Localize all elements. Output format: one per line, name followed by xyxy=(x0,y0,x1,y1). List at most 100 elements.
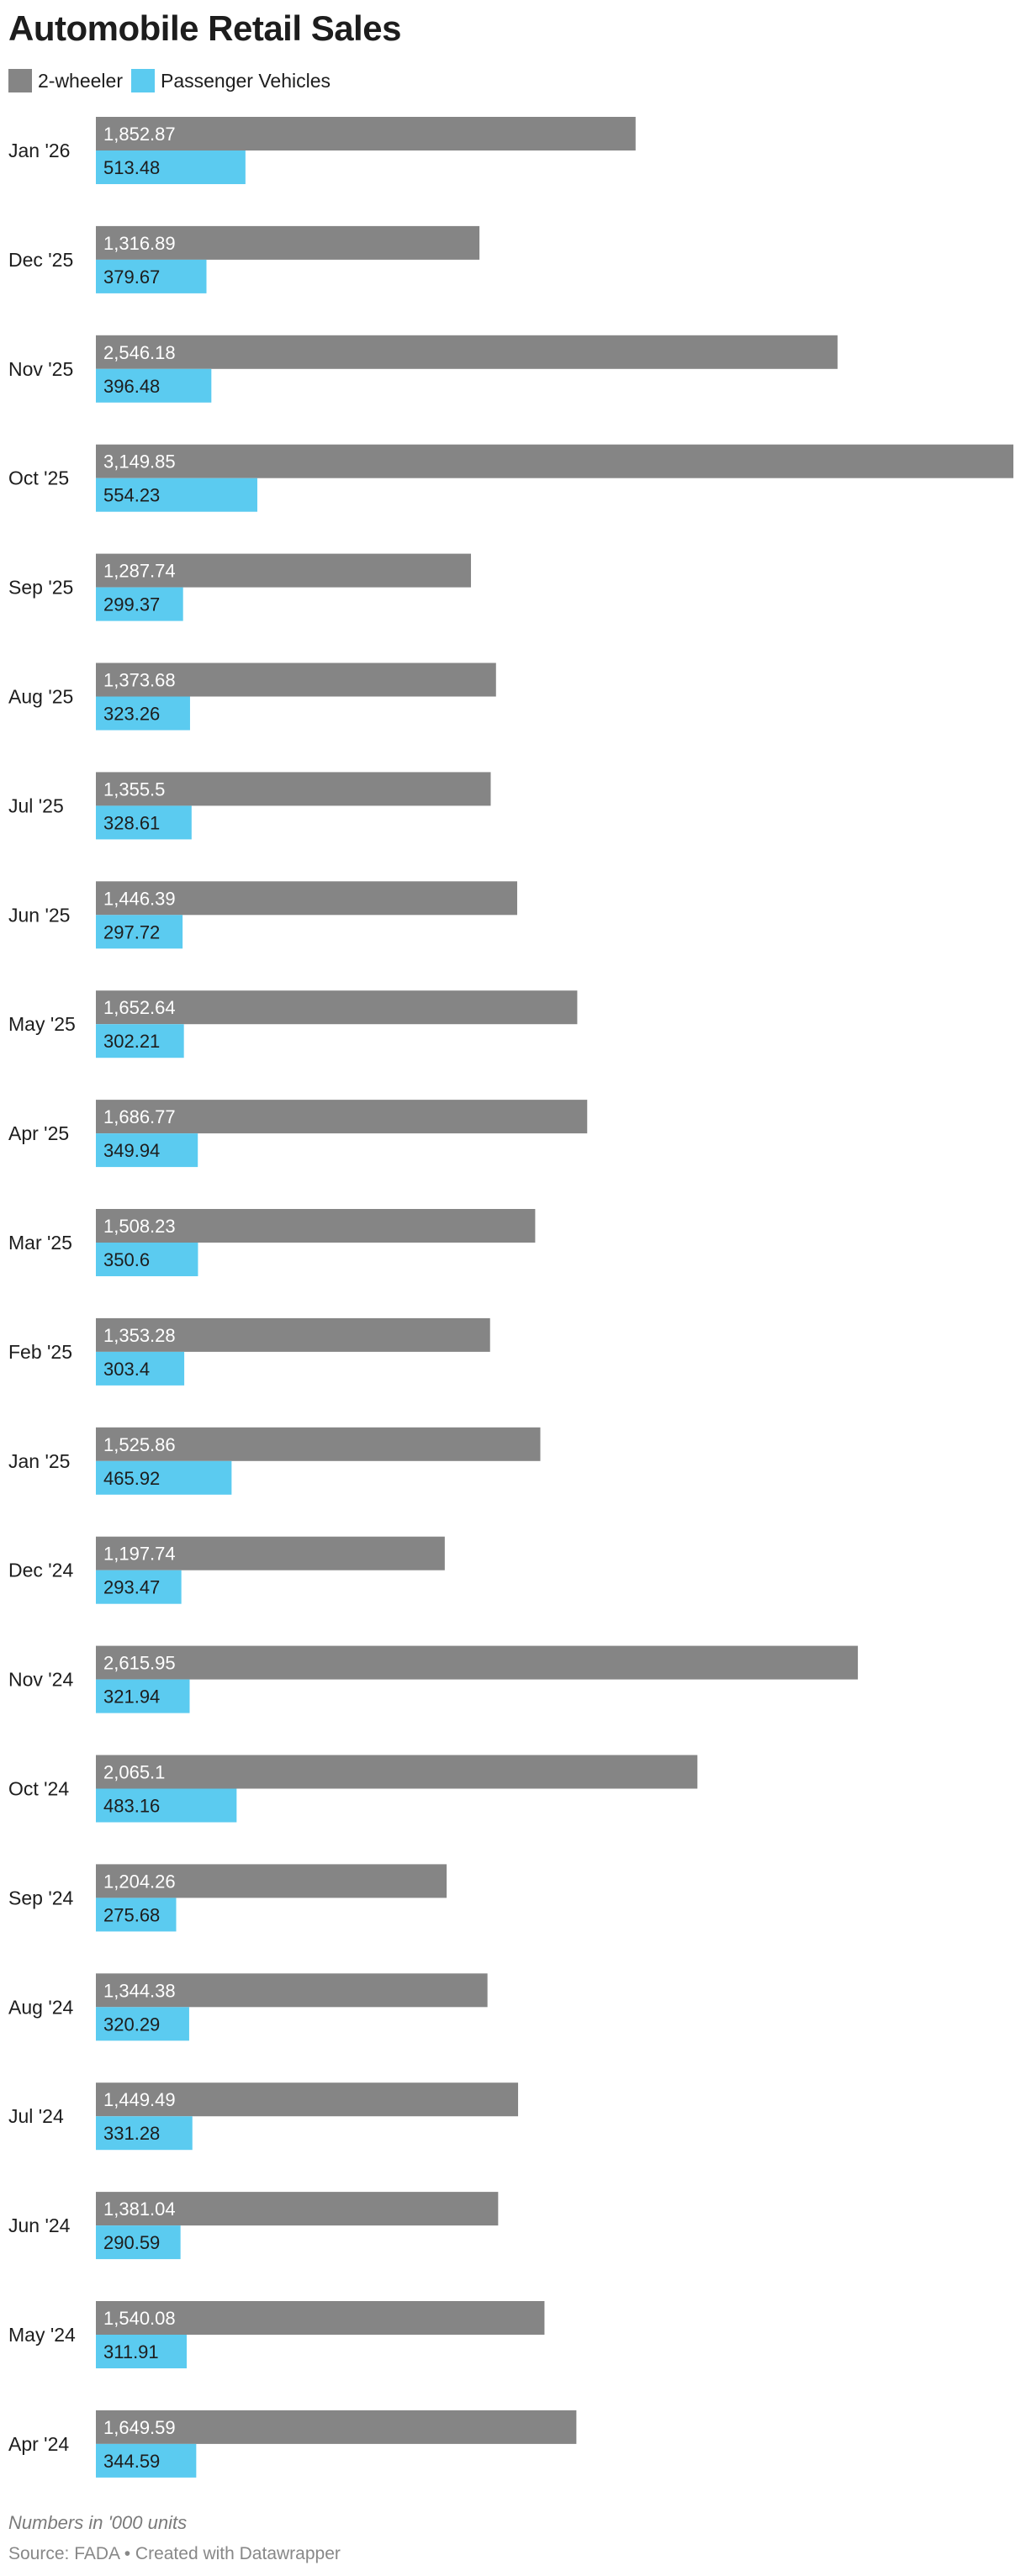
bar-passenger-vehicles-may-24 xyxy=(96,2335,188,2368)
bar-2-wheeler-dec-24 xyxy=(96,1536,445,1570)
category-label-oct-24: Oct '24 xyxy=(8,1778,69,1800)
data-label-2-wheeler-oct-25: 3,149.85 xyxy=(103,451,176,472)
data-label-2-wheeler-nov-25: 2,546.18 xyxy=(103,342,176,363)
bar-passenger-vehicles-jan-25 xyxy=(96,1460,232,1495)
data-label-passenger-vehicles-sep-25: 299.37 xyxy=(103,594,160,615)
bar-passenger-vehicles-mar-25 xyxy=(96,1243,198,1276)
data-label-2-wheeler-jul-25: 1,355.5 xyxy=(103,779,165,800)
data-label-passenger-vehicles-apr-25: 349.94 xyxy=(103,1140,160,1161)
legend-item-2-wheeler: 2-wheeler xyxy=(8,69,123,92)
category-label-jun-25: Jun '25 xyxy=(8,904,70,926)
data-label-passenger-vehicles-oct-25: 554.23 xyxy=(103,485,160,506)
data-label-passenger-vehicles-feb-25: 303.4 xyxy=(103,1359,150,1380)
bar-2-wheeler-jan-26 xyxy=(96,117,636,150)
data-label-2-wheeler-sep-24: 1,204.26 xyxy=(103,1871,176,1892)
category-label-apr-24: Apr '24 xyxy=(8,2433,69,2455)
data-label-2-wheeler-may-25: 1,652.64 xyxy=(103,997,176,1018)
legend-swatch-2-wheeler xyxy=(8,69,32,92)
category-label-mar-25: Mar '25 xyxy=(8,1232,72,1254)
bar-2-wheeler-sep-25 xyxy=(96,553,472,588)
bar-2-wheeler-oct-24 xyxy=(96,1755,698,1789)
legend-label-passenger-vehicles: Passenger Vehicles xyxy=(161,69,331,92)
data-label-2-wheeler-may-24: 1,540.08 xyxy=(103,2308,176,2329)
bar-2-wheeler-may-24 xyxy=(96,2301,545,2335)
bar-passenger-vehicles-sep-24 xyxy=(96,1898,177,1932)
bar-passenger-vehicles-jun-24 xyxy=(96,2225,181,2260)
data-label-passenger-vehicles-jul-24: 331.28 xyxy=(103,2123,160,2144)
category-label-may-25: May '25 xyxy=(8,1013,76,1035)
category-label-dec-25: Dec '25 xyxy=(8,249,73,271)
data-label-2-wheeler-nov-24: 2,615.95 xyxy=(103,1653,176,1674)
bar-2-wheeler-feb-25 xyxy=(96,1317,490,1352)
category-label-nov-25: Nov '25 xyxy=(8,358,73,380)
bar-passenger-vehicles-jun-25 xyxy=(96,915,183,949)
bar-2-wheeler-apr-25 xyxy=(96,1100,588,1134)
units-note: Numbers in '000 units xyxy=(8,2512,188,2533)
bar-2-wheeler-mar-25 xyxy=(96,1209,536,1243)
category-label-sep-25: Sep '25 xyxy=(8,577,73,599)
bar-2-wheeler-dec-25 xyxy=(96,225,480,260)
legend-swatch-passenger-vehicles xyxy=(131,69,155,92)
data-label-2-wheeler-apr-24: 1,649.59 xyxy=(103,2417,176,2438)
category-label-oct-25: Oct '25 xyxy=(8,467,69,489)
data-label-2-wheeler-aug-25: 1,373.68 xyxy=(103,670,176,691)
data-label-passenger-vehicles-dec-25: 379.67 xyxy=(103,267,160,288)
bar-passenger-vehicles-jan-26 xyxy=(96,150,246,184)
category-label-jul-25: Jul '25 xyxy=(8,794,64,816)
bar-passenger-vehicles-jul-25 xyxy=(96,805,192,840)
data-label-2-wheeler-jan-26: 1,852.87 xyxy=(103,124,176,145)
category-label-feb-25: Feb '25 xyxy=(8,1341,72,1363)
data-label-passenger-vehicles-aug-24: 320.29 xyxy=(103,2014,160,2035)
data-label-passenger-vehicles-jan-25: 465.92 xyxy=(103,1468,160,1489)
category-label-nov-24: Nov '24 xyxy=(8,1669,73,1691)
data-label-passenger-vehicles-nov-24: 321.94 xyxy=(103,1687,160,1708)
bar-passenger-vehicles-apr-25 xyxy=(96,1133,198,1168)
data-label-2-wheeler-sep-25: 1,287.74 xyxy=(103,561,176,582)
data-label-2-wheeler-dec-25: 1,316.89 xyxy=(103,233,176,254)
bar-2-wheeler-jul-24 xyxy=(96,2082,519,2117)
bar-2-wheeler-nov-24 xyxy=(96,1645,859,1680)
legend-label-2-wheeler: 2-wheeler xyxy=(38,69,123,92)
data-label-2-wheeler-jun-24: 1,381.04 xyxy=(103,2199,176,2220)
data-label-2-wheeler-apr-25: 1,686.77 xyxy=(103,1106,176,1127)
bar-2-wheeler-apr-24 xyxy=(96,2410,577,2444)
bar-passenger-vehicles-may-25 xyxy=(96,1024,184,1058)
bar-passenger-vehicles-dec-25 xyxy=(96,259,207,293)
data-label-2-wheeler-mar-25: 1,508.23 xyxy=(103,1216,176,1237)
bar-2-wheeler-aug-25 xyxy=(96,662,496,697)
data-label-2-wheeler-jan-25: 1,525.86 xyxy=(103,1434,176,1455)
data-label-passenger-vehicles-jun-24: 290.59 xyxy=(103,2232,160,2253)
data-label-passenger-vehicles-nov-25: 396.48 xyxy=(103,376,160,397)
data-label-2-wheeler-feb-25: 1,353.28 xyxy=(103,1325,176,1346)
source-credit: Source: FADA • Created with Datawrapper xyxy=(8,2544,341,2563)
data-label-passenger-vehicles-oct-24: 483.16 xyxy=(103,1796,160,1817)
data-label-passenger-vehicles-jan-26: 513.48 xyxy=(103,157,160,178)
data-label-2-wheeler-oct-24: 2,065.1 xyxy=(103,1762,165,1783)
bar-2-wheeler-jun-24 xyxy=(96,2192,499,2226)
bar-2-wheeler-jun-25 xyxy=(96,881,517,916)
data-label-passenger-vehicles-aug-25: 323.26 xyxy=(103,704,160,725)
data-label-passenger-vehicles-jul-25: 328.61 xyxy=(103,812,160,833)
bar-2-wheeler-oct-25 xyxy=(96,444,1013,478)
data-label-passenger-vehicles-mar-25: 350.6 xyxy=(103,1249,150,1270)
bar-passenger-vehicles-oct-25 xyxy=(96,478,257,512)
category-label-apr-25: Apr '25 xyxy=(8,1122,69,1144)
category-label-jan-26: Jan '26 xyxy=(8,140,70,161)
chart-title: Automobile Retail Sales xyxy=(8,8,401,48)
category-label-dec-24: Dec '24 xyxy=(8,1560,73,1581)
bar-2-wheeler-aug-24 xyxy=(96,1973,488,2008)
data-label-passenger-vehicles-sep-24: 275.68 xyxy=(103,1904,160,1925)
bar-passenger-vehicles-aug-25 xyxy=(96,696,190,731)
data-label-passenger-vehicles-apr-24: 344.59 xyxy=(103,2451,160,2472)
bar-passenger-vehicles-nov-25 xyxy=(96,368,212,403)
bar-passenger-vehicles-nov-24 xyxy=(96,1679,190,1713)
legend-item-passenger-vehicles: Passenger Vehicles xyxy=(131,69,331,92)
data-label-passenger-vehicles-jun-25: 297.72 xyxy=(103,921,160,942)
category-label-jul-24: Jul '24 xyxy=(8,2105,64,2127)
bar-passenger-vehicles-dec-24 xyxy=(96,1570,182,1604)
bar-passenger-vehicles-apr-24 xyxy=(96,2443,197,2478)
bar-passenger-vehicles-aug-24 xyxy=(96,2007,189,2041)
category-label-aug-25: Aug '25 xyxy=(8,686,73,708)
data-label-passenger-vehicles-may-24: 311.91 xyxy=(103,2341,159,2362)
